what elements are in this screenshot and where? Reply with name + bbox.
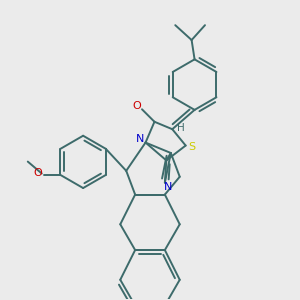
- Text: H: H: [177, 123, 184, 133]
- Text: N: N: [136, 134, 144, 144]
- Text: S: S: [188, 142, 195, 152]
- Text: O: O: [132, 101, 141, 111]
- Text: O: O: [33, 168, 42, 178]
- Text: N: N: [164, 182, 172, 192]
